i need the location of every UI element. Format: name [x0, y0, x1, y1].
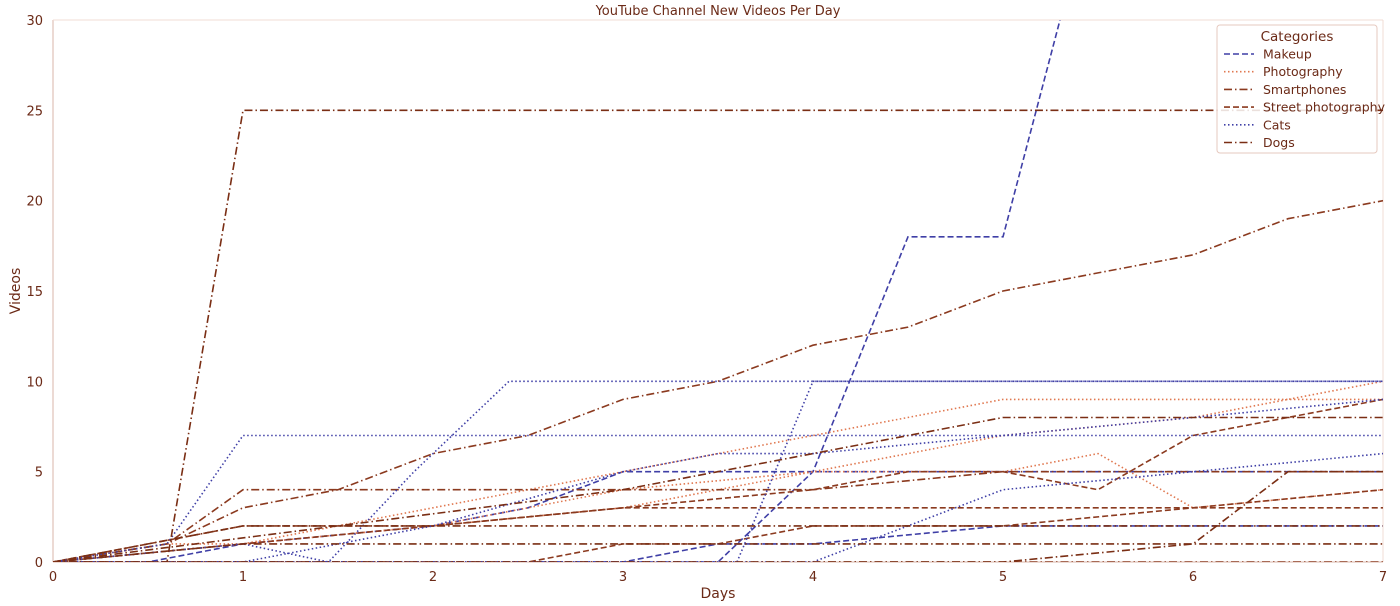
x-tick-label: 0 — [49, 570, 57, 585]
y-tick-label: 30 — [26, 14, 43, 29]
x-tick-label: 5 — [999, 570, 1007, 585]
legend: Categories Makeup Photography Smartphones S… — [1216, 24, 1386, 154]
series-line-dogs-19 — [53, 525, 1383, 562]
x-tick-label: 7 — [1379, 570, 1387, 585]
legend-entry-label: Makeup — [1263, 47, 1312, 62]
x-axis-label: Days — [701, 586, 736, 602]
y-axis-label: Videos — [8, 268, 24, 315]
series-line-smartphones-7 — [53, 470, 1383, 562]
series-line-dogs-20 — [53, 416, 1383, 562]
chart-title: YouTube Channel New Videos Per Day — [595, 4, 841, 19]
series-line-street-photography-11 — [53, 488, 1383, 562]
series-line-makeup-0 — [53, 20, 1061, 562]
series-line-street-photography-9 — [53, 398, 1383, 562]
legend-entry-label: Street photography — [1263, 100, 1386, 115]
x-tick-label: 4 — [809, 570, 817, 585]
series-line-smartphones-6 — [53, 199, 1383, 562]
y-tick-label: 20 — [26, 195, 43, 210]
series-line-dogs-21 — [53, 470, 1383, 562]
series-layer — [53, 20, 1383, 562]
y-tick-label: 15 — [26, 285, 43, 300]
x-tick-label: 1 — [239, 570, 247, 585]
legend-entry-label: Dogs — [1263, 135, 1295, 150]
series-line-street-photography-10 — [53, 506, 1383, 562]
legend-entries: Makeup Photography Smartphones Street photo… — [1224, 47, 1386, 150]
y-tick-label: 0 — [35, 556, 43, 571]
series-line-dogs-17 — [53, 109, 1383, 562]
legend-entry-label: Photography — [1263, 64, 1343, 79]
x-tick-label: 3 — [619, 570, 627, 585]
x-tick-labels: 0 1 2 3 4 5 6 7 — [49, 570, 1387, 585]
y-tick-label: 25 — [26, 104, 43, 119]
series-line-photography-4 — [53, 452, 1383, 562]
y-tick-label: 5 — [35, 466, 43, 481]
y-tick-label: 10 — [26, 375, 43, 390]
legend-entry-label: Cats — [1263, 117, 1291, 132]
x-tick-label: 2 — [429, 570, 437, 585]
series-line-cats-14 — [53, 398, 1383, 562]
x-tick-label: 6 — [1189, 570, 1197, 585]
series-line-dogs-18 — [53, 543, 1383, 562]
legend-entry-label: Smartphones — [1263, 82, 1346, 97]
legend-box — [1216, 24, 1378, 154]
y-tick-labels: 0 5 10 15 20 25 30 — [26, 14, 43, 571]
legend-title: Categories — [1261, 29, 1334, 45]
